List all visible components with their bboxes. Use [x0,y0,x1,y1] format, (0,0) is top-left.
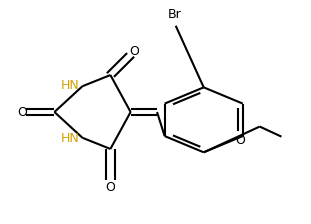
Text: O: O [129,45,139,58]
Text: O: O [235,134,245,146]
Text: O: O [17,106,27,118]
Text: Br: Br [167,8,181,21]
Text: HN: HN [61,132,79,145]
Text: HN: HN [61,79,79,92]
Text: O: O [105,181,115,194]
